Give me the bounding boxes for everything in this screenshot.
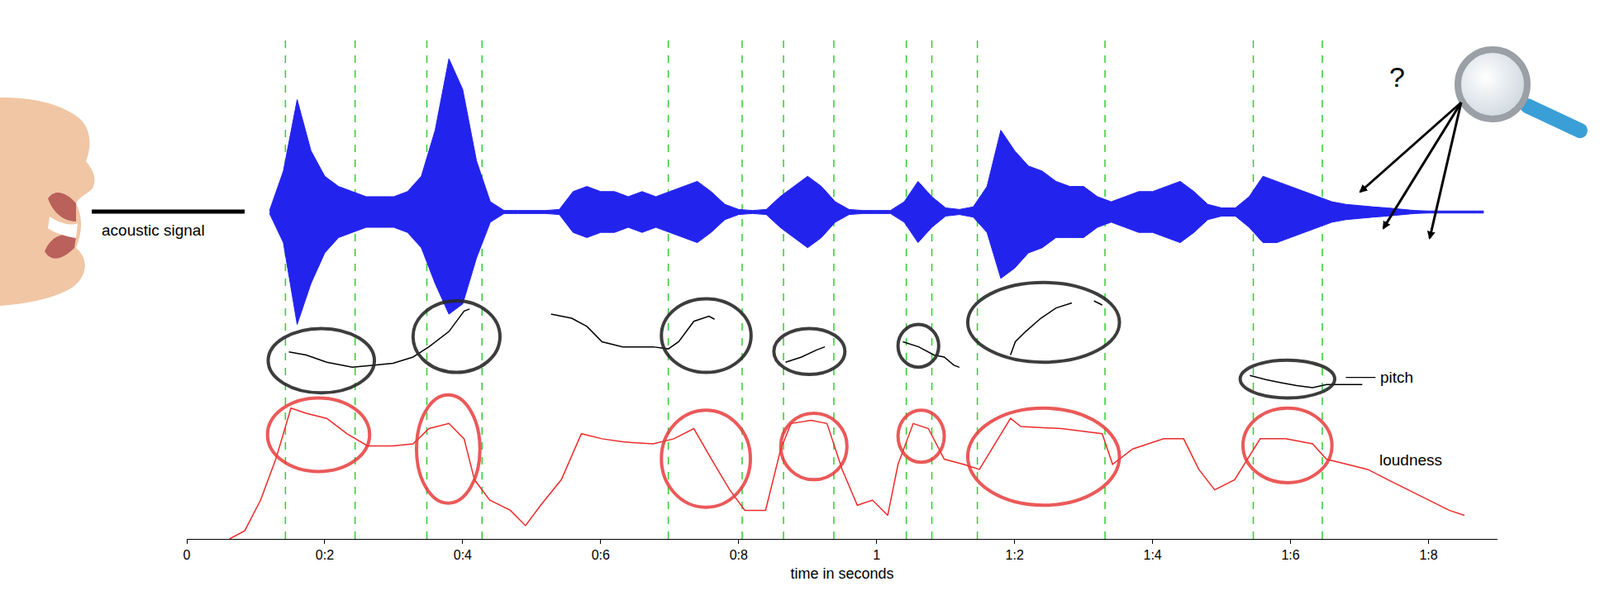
svg-text:time in seconds: time in seconds: [790, 565, 894, 582]
svg-text:0:6: 0:6: [591, 547, 610, 562]
svg-text:0:2: 0:2: [315, 547, 334, 562]
svg-text:?: ?: [1389, 61, 1405, 93]
svg-text:1:2: 1:2: [1005, 547, 1024, 562]
svg-text:acoustic signal: acoustic signal: [101, 221, 205, 239]
svg-text:0: 0: [183, 547, 191, 562]
svg-text:1:6: 1:6: [1280, 547, 1300, 562]
svg-text:0:8: 0:8: [729, 547, 748, 562]
svg-text:pitch: pitch: [1380, 368, 1414, 386]
svg-text:0:4: 0:4: [453, 547, 472, 562]
svg-text:1:4: 1:4: [1143, 547, 1162, 562]
svg-text:1:8: 1:8: [1419, 547, 1438, 562]
svg-text:1: 1: [872, 547, 881, 562]
svg-text:loudness: loudness: [1379, 451, 1443, 469]
